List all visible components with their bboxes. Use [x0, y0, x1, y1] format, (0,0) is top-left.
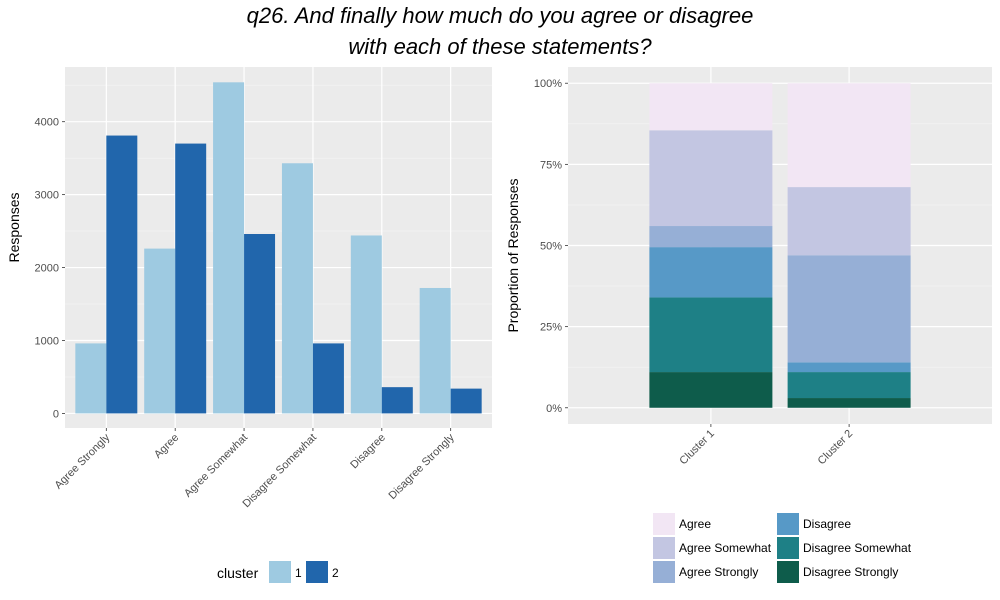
left-y-axis-title: Responses — [6, 192, 22, 262]
stacked-segment — [787, 187, 911, 256]
left-legend-label: 2 — [332, 566, 339, 580]
left-y-tick-label: 2000 — [35, 263, 59, 275]
right-legend-label: Agree Somewhat — [679, 541, 772, 555]
stacked-segment — [649, 372, 773, 408]
left-x-tick-label: Agree Somewhat — [182, 432, 250, 500]
right-legend-label: Disagree Strongly — [803, 565, 898, 579]
right-y-tick-label: 0% — [546, 403, 562, 415]
left-y-tick-label: 0 — [53, 408, 59, 420]
stacked-segment — [787, 362, 911, 373]
left-legend: cluster 1 2 — [217, 561, 339, 583]
right-x-tick-label: Cluster 1 — [677, 428, 717, 468]
bar-cluster-2 — [312, 343, 344, 414]
bar-cluster-1 — [75, 343, 107, 414]
left-x-tick-label: Disagree Strongly — [386, 431, 457, 502]
stacked-segment — [649, 83, 773, 131]
bar-cluster-1 — [350, 235, 382, 414]
stacked-segment — [649, 226, 773, 248]
right-legend-swatch — [653, 537, 675, 559]
bar-cluster-2 — [244, 234, 276, 414]
right-legend-label: Agree Strongly — [679, 565, 758, 579]
bar-cluster-2 — [106, 135, 138, 414]
left-x-tick-label: Agree Strongly — [53, 431, 113, 491]
right-x-tick-label: Cluster 2 — [816, 428, 856, 468]
left-x-tick-label: Disagree — [348, 432, 388, 472]
right-chart: 0% 25% 50% 75% 100% Cluster 1 Cluster 2 Proport… — [505, 67, 992, 583]
right-legend-swatch — [653, 561, 675, 583]
right-legend: Agree Agree Somewhat Agree Strongly Disagre… — [653, 513, 912, 583]
right-y-tick-label: 100% — [534, 78, 562, 90]
right-legend-label: Agree — [679, 517, 711, 531]
stacked-segment — [649, 297, 773, 373]
bar-cluster-2 — [450, 388, 482, 414]
left-x-tick-label: Disagree Somewhat — [241, 432, 320, 511]
bar-cluster-1 — [419, 287, 451, 414]
right-y-tick-label: 50% — [540, 241, 562, 253]
left-legend-title: cluster — [217, 565, 259, 581]
chart-title-line-2: with each of these statements? — [348, 34, 652, 59]
stacked-segment — [787, 255, 911, 363]
right-y-tick-label: 75% — [540, 159, 562, 171]
stacked-segment — [649, 247, 773, 298]
left-y-tick-label: 4000 — [35, 117, 59, 129]
stacked-segment — [787, 372, 911, 399]
right-legend-label: Disagree Somewhat — [803, 541, 912, 555]
chart-title: q26. And finally how much do you agree o… — [0, 0, 1000, 62]
bar-cluster-1 — [281, 163, 313, 414]
bar-cluster-2 — [175, 143, 207, 414]
bar-cluster-2 — [381, 387, 413, 414]
left-legend-label: 1 — [295, 566, 302, 580]
right-legend-swatch — [777, 513, 799, 535]
bar-cluster-1 — [144, 248, 176, 414]
left-legend-swatch — [269, 561, 291, 583]
right-legend-swatch — [777, 561, 799, 583]
chart-title-line-1: q26. And finally how much do you agree o… — [246, 3, 754, 28]
right-y-axis-title: Proportion of Responses — [505, 178, 521, 332]
stacked-segment — [649, 130, 773, 227]
right-y-tick-label: 25% — [540, 322, 562, 334]
stacked-segment — [787, 83, 911, 188]
stacked-segment — [787, 398, 911, 408]
right-legend-swatch — [653, 513, 675, 535]
right-legend-swatch — [777, 537, 799, 559]
left-y-tick-label: 3000 — [35, 190, 59, 202]
bar-cluster-1 — [213, 82, 245, 414]
left-x-tick-label: Agree — [152, 432, 181, 461]
left-chart: 0 1000 2000 3000 4000 Agree Strongly Agree Agre… — [6, 67, 492, 583]
left-y-tick-label: 1000 — [35, 335, 59, 347]
right-legend-label: Disagree — [803, 517, 851, 531]
left-legend-swatch — [306, 561, 328, 583]
